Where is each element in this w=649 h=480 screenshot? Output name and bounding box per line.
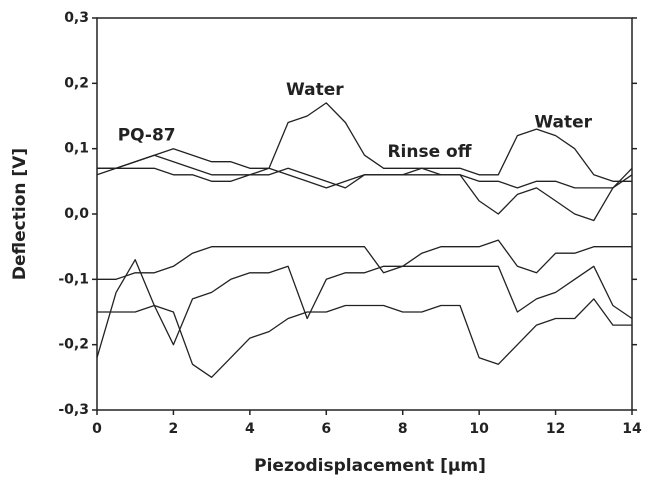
x-tick-label: 14 <box>622 421 642 437</box>
x-tick-label: 8 <box>398 421 408 437</box>
y-axis-title: Deflection [V] <box>10 148 30 280</box>
y-tick-label: -0,3 <box>58 402 89 418</box>
annotation: Rinse off <box>387 142 471 162</box>
series-line <box>96 259 633 358</box>
annotation: Water <box>534 113 592 133</box>
y-tick-label: -0,2 <box>58 337 89 353</box>
series-line <box>97 154 633 222</box>
annotation: Water <box>286 80 344 100</box>
annotation: PQ-87 <box>118 126 176 146</box>
x-tick-label: 2 <box>169 421 179 437</box>
x-tick-label: 4 <box>245 421 255 437</box>
series-line <box>97 102 632 182</box>
series-line <box>96 167 633 189</box>
x-tick-label: 0 <box>92 421 102 437</box>
series-line <box>97 298 632 378</box>
x-tick-label: 10 <box>469 421 489 437</box>
y-tick-label: -0,1 <box>58 271 89 287</box>
y-tick-label: 0,3 <box>64 10 89 26</box>
y-tick-label: 0,2 <box>64 75 89 91</box>
y-tick-label: 0,0 <box>64 206 89 222</box>
y-tick-label: 0,1 <box>64 141 89 157</box>
plot-frame <box>96 17 633 411</box>
x-tick-label: 6 <box>321 421 331 437</box>
series-line <box>97 239 632 280</box>
x-axis-title: Piezodisplacement [µm] <box>254 456 486 476</box>
x-tick-label: 12 <box>546 421 565 437</box>
